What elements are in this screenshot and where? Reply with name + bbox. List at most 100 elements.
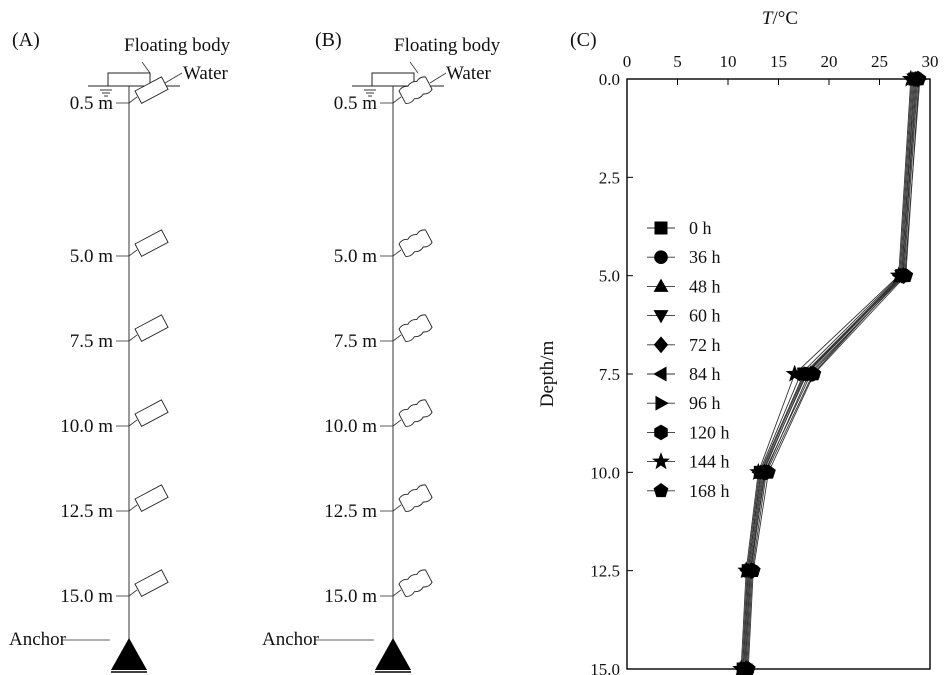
panel-a-label: (A) [12,29,40,51]
wavy-logger-icon [398,569,433,597]
data-point-marker [889,266,908,284]
logger-tether [128,419,138,427]
logger-tether [128,334,138,342]
y-axis-ticks: 0.0 2.5 5.0 7.5 10.0 12.5 15.0 [590,70,633,675]
depth-label: 10.0 m [60,416,113,437]
series-line [744,78,921,670]
data-point-marker [901,69,920,87]
logger-tether [128,96,138,104]
logger-icon [134,569,169,597]
series-lines [740,78,921,670]
depth-label: 12.5 m [60,501,113,522]
depth-label: 7.5 m [334,331,378,352]
y-tick-label: 5.0 [599,267,620,286]
legend-marker [655,395,669,411]
x-axis-title-italic: T [762,8,774,29]
x-axis-title: T/°C [762,8,798,29]
data-point-marker [760,464,776,479]
series-line [741,78,913,670]
series-line [744,78,915,670]
series-line [742,78,916,670]
legend-marker [654,221,668,235]
panel-a-floating-body-leader [141,61,151,74]
panel-a-anchor-icon [111,638,147,670]
y-axis-title: Depth/m [537,341,558,408]
panel-b-anchor-label: Anchor [262,629,320,650]
panel-b-floating-body-leader [409,61,419,74]
legend-label: 0 h [689,218,712,238]
panel-b-anchor-icon [375,638,411,670]
wavy-logger-icon [398,229,433,257]
panel-b-floating-body-label: Floating body [394,35,501,56]
logger-icon [134,314,169,342]
x-axis-ticks: 0 5 10 15 20 25 30 [623,52,939,85]
logger-tether [392,96,402,104]
panel-a-anchor-label: Anchor [9,629,67,650]
legend-label: 168 h [689,481,730,501]
logger-icon [134,484,169,512]
depth-label: 5.0 m [334,246,378,267]
panel-b-label: (B) [315,29,342,51]
depth-label: 5.0 m [70,246,114,267]
panel-a-mooring-diagram: (A) Floating body Water Anchor 0.5 m 5.0 … [9,29,231,673]
y-tick-label: 7.5 [599,365,620,384]
logger-tether [392,419,402,427]
panel-b-water-label: Water [446,63,492,84]
logger-tether [392,249,402,257]
logger-tether [128,249,138,257]
y-tick-label: 0.0 [599,70,620,89]
data-point-marker [785,364,804,382]
legend-marker [653,310,669,324]
legend-label: 144 h [689,452,730,472]
series-line [745,78,919,670]
legend-marker [654,250,668,265]
panel-b-floating-body [371,72,415,87]
logger-icon [134,229,169,257]
data-point-marker [740,661,756,675]
panel-b-water-symbol-left [364,89,376,97]
legend-marker [653,366,667,382]
wavy-logger-icon [398,484,433,512]
panel-a-water-symbol-left [100,89,112,97]
y-tick-label: 12.5 [590,562,620,581]
data-point-marker [898,267,914,282]
data-point-marker [806,366,822,381]
wavy-logger-icon [398,314,433,342]
logger-tether [128,504,138,512]
panel-b-mooring-diagram: (B) Floating body Water Anchor 0.5 m 5.0 … [262,29,501,673]
series-line [747,78,920,670]
legend-label: 72 h [689,335,721,355]
legend-label: 60 h [689,306,721,326]
x-tick-label: 25 [871,52,888,71]
x-tick-label: 20 [821,52,838,71]
panel-c-temperature-profile-chart: (C) T/°C Depth/m 0 5 10 15 20 25 30 0.0 2.5 5.0 7… [537,8,939,675]
logger-icon [134,76,169,104]
series-line [743,78,918,670]
x-tick-label: 5 [673,52,682,71]
x-tick-label: 30 [922,52,939,71]
depth-label: 0.5 m [334,93,378,114]
depth-label: 12.5 m [324,501,377,522]
legend-marker [653,278,669,292]
logger-icon [134,399,169,427]
panel-a-floating-body-label: Floating body [124,35,231,56]
panel-a-water-leader [164,72,183,84]
series-line [746,78,917,670]
data-point-marker [749,462,768,480]
logger-tether [392,504,402,512]
series-line [742,78,914,670]
depth-label: 0.5 m [70,93,114,114]
x-tick-label: 0 [623,52,632,71]
logger-tether [128,589,138,597]
legend-label: 84 h [689,364,721,384]
depth-label: 7.5 m [70,331,114,352]
data-point-marker [737,561,756,579]
wavy-logger-icon [398,76,433,104]
wavy-logger-icon [398,399,433,427]
legend-marker [652,452,670,470]
y-tick-label: 2.5 [599,168,620,187]
y-tick-label: 10.0 [590,463,620,482]
panel-b-loggers: 0.5 m 5.0 m 7.5 m 10.0 m 12.5 m 15.0 m [324,76,433,607]
panel-a-loggers: 0.5 m 5.0 m 7.5 m 10.0 m 12.5 m 15.0 m [60,76,169,607]
legend-marker [653,483,669,498]
